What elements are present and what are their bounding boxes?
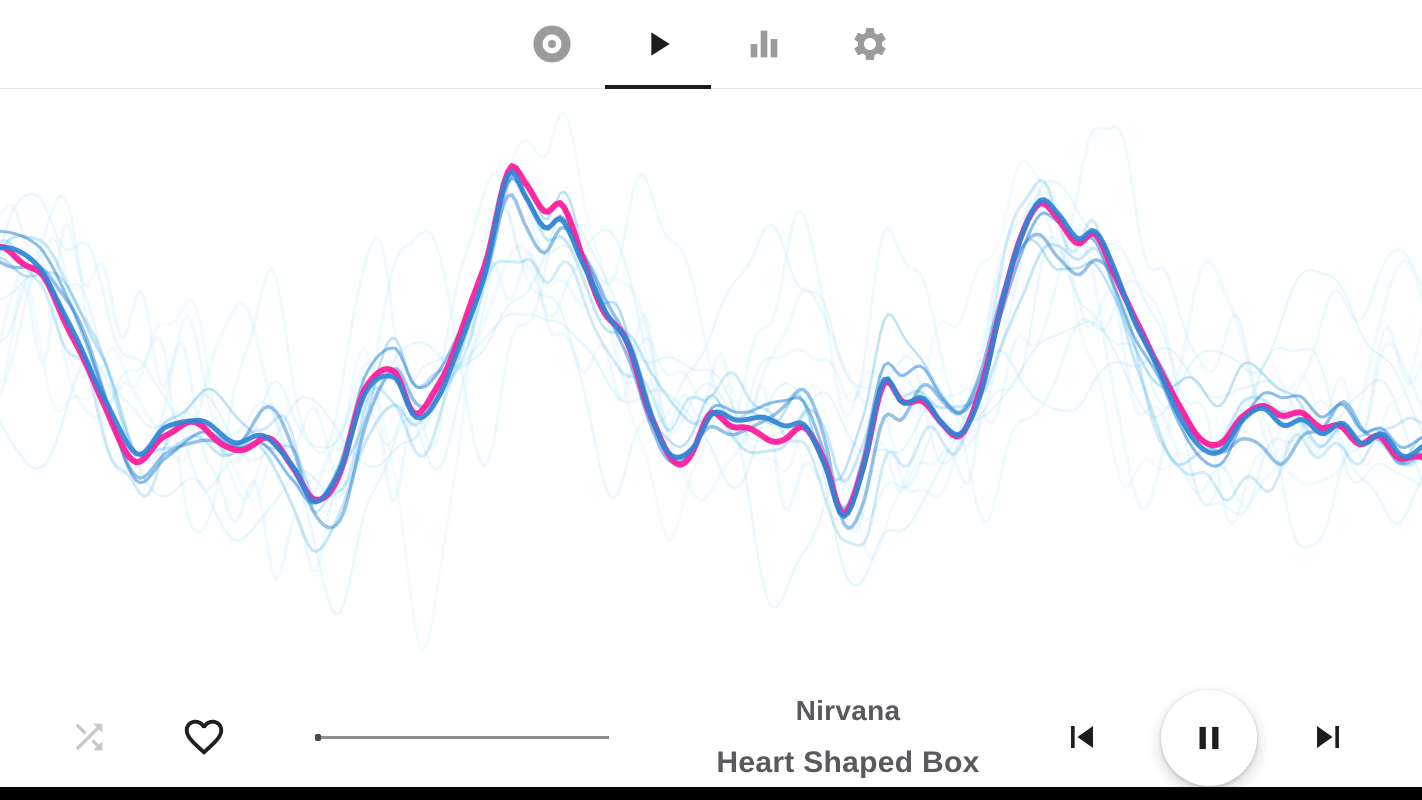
play-icon [651,32,670,56]
tab-settings[interactable] [817,0,923,88]
tab-strip [499,0,923,89]
next-button[interactable] [1306,715,1350,759]
track-title: Heart Shaped Box [716,746,980,779]
skip-previous-icon [1071,726,1093,748]
active-tab-indicator [605,85,711,89]
now-playing-info: Nirvana Heart Shaped Box [648,694,1048,781]
play-pause-button[interactable] [1161,690,1257,786]
top-tab-bar [0,0,1422,89]
shuffle-icon [75,723,103,751]
heart-outline-icon [184,719,224,755]
previous-button[interactable] [1060,715,1104,759]
tab-library[interactable] [499,0,605,88]
artist-name: Nirvana [795,695,901,726]
favorite-button[interactable] [181,714,227,760]
progress-track [315,736,609,739]
progress-fill [315,734,321,741]
bottom-black-bar [0,787,1422,800]
gear-icon [854,28,886,60]
tab-visualizer[interactable] [711,0,817,88]
record-icon [533,25,571,63]
progress-slider[interactable] [315,727,609,747]
shuffle-button[interactable] [69,717,109,757]
pause-icon [1199,726,1219,750]
equalizer-icon [750,30,778,58]
tab-player[interactable] [605,0,711,89]
skip-next-icon [1317,726,1339,748]
